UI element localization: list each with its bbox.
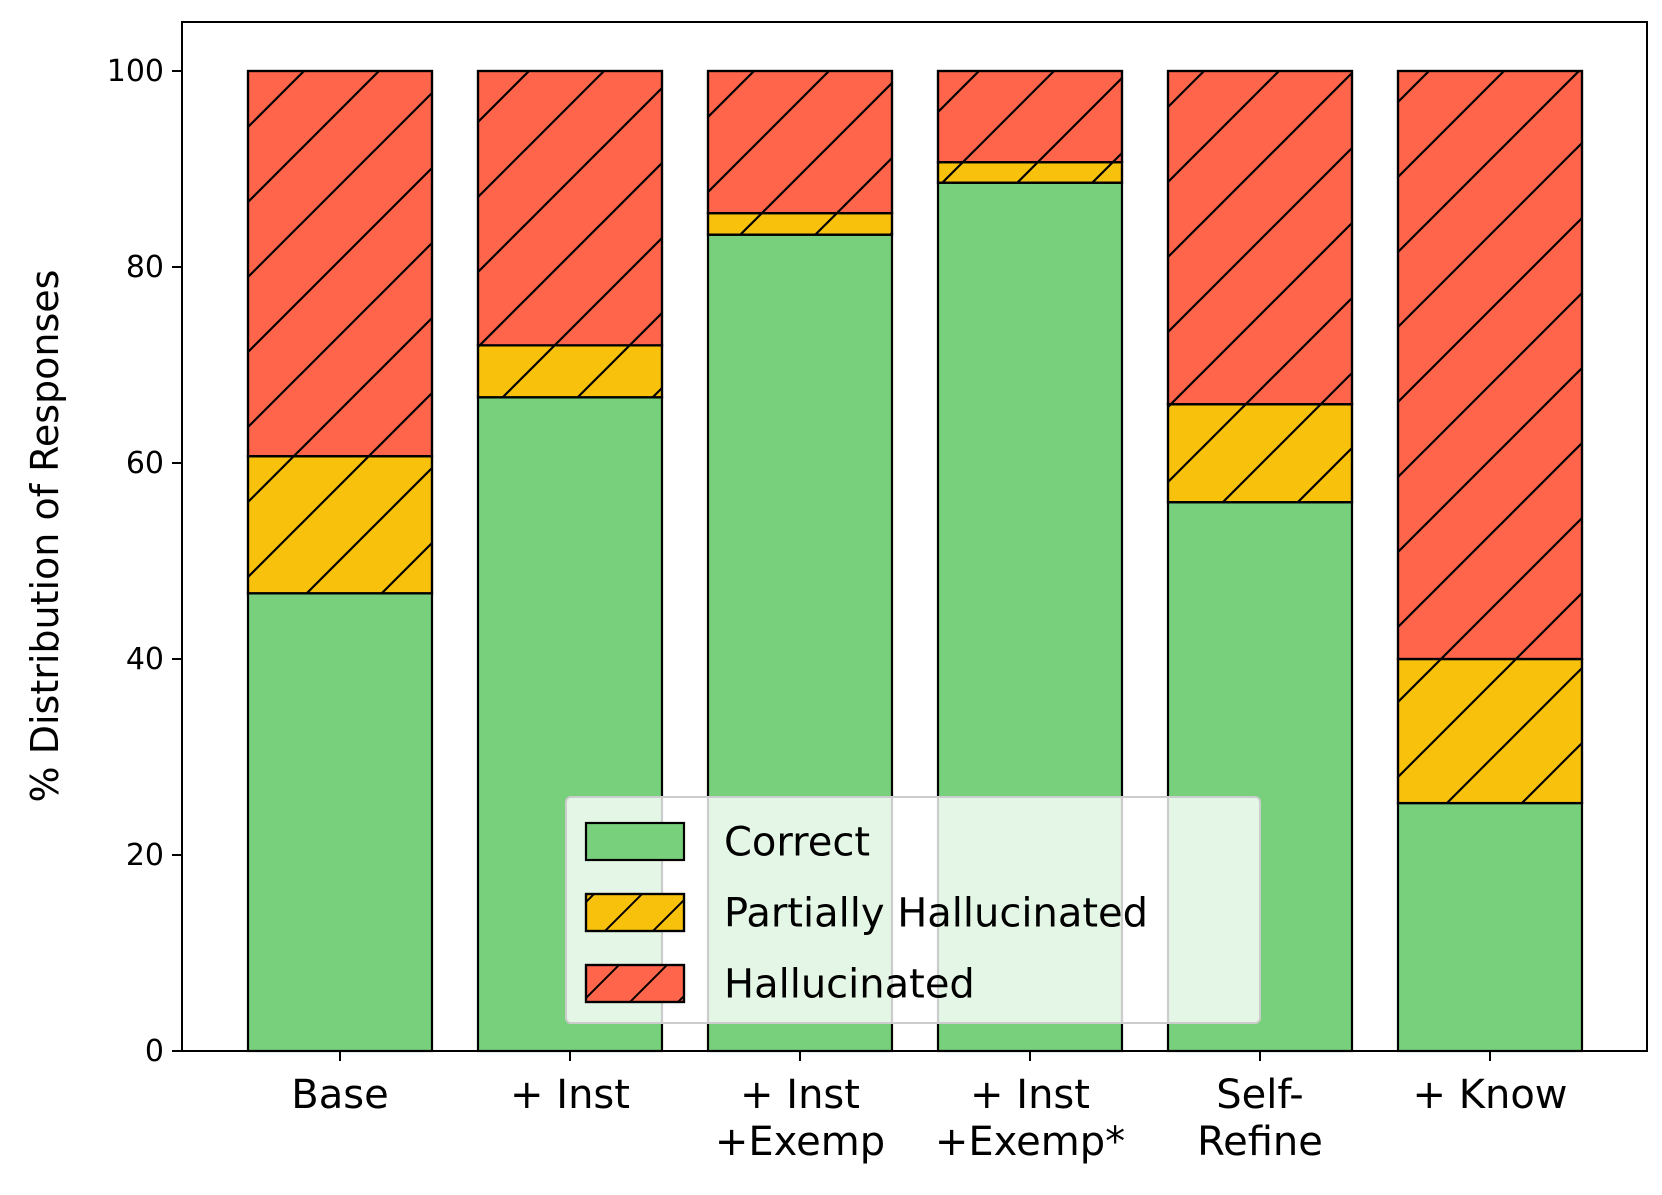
x-tick-label: + Inst — [510, 1072, 630, 1118]
bar-self-refine-hallucinated-outline — [1166, 69, 1354, 406]
bar-inst-exemp-hallucinated-outline — [936, 69, 1124, 164]
bar-base-hallucinated-outline — [246, 69, 434, 458]
bar-know-hallucinated-hatch — [1398, 71, 1582, 659]
y-axis-label: % Distribution of Responses — [23, 270, 67, 803]
bar-inst-partially-hallucinated-hatch — [478, 345, 662, 398]
bar-know-hallucinated-outline — [1396, 69, 1584, 661]
y-tick-label: 20 — [126, 838, 164, 873]
legend-hallucinated-label: Hallucinated — [724, 962, 975, 1008]
legend: Correct Partially Hallucinated Hallucinate… — [565, 796, 1261, 1024]
legend-hallucinated-swatch-hatch — [584, 963, 686, 1004]
legend-correct-swatch — [584, 821, 686, 862]
x-tick-label: + Inst +Exemp — [715, 1072, 885, 1165]
legend-partially-hallucinated-swatch-hatch — [584, 892, 686, 933]
x-tick-label: + Know — [1413, 1072, 1568, 1118]
bar-base-hallucinated-hatch — [248, 71, 432, 457]
legend-box — [565, 796, 1261, 1024]
y-tick-label: 60 — [126, 446, 164, 481]
bar-know-correct — [1396, 801, 1584, 1053]
bar-base-partially-hallucinated-hatch — [248, 456, 432, 594]
x-tick-label: Base — [291, 1072, 388, 1118]
bar-inst-exemp-partially-hallucinated-hatch — [938, 162, 1122, 183]
bar-self-refine-partially-hallucinated-hatch — [1168, 404, 1352, 503]
bar-self-refine-hallucinated-hatch — [1168, 71, 1352, 405]
plot-frame — [181, 21, 1648, 1052]
y-tick-label: 80 — [126, 250, 164, 285]
bar-inst-exemp-hallucinated-hatch — [938, 71, 1122, 163]
bar-inst-hallucinated-hatch — [478, 71, 662, 346]
y-tick-label: 0 — [145, 1034, 164, 1069]
legend-partially-hallucinated-label: Partially Hallucinated — [724, 891, 1148, 937]
bar-inst-hallucinated-outline — [476, 69, 664, 347]
legend-correct-label: Correct — [724, 820, 870, 866]
x-tick-label: + Inst +Exemp* — [935, 1072, 1125, 1165]
bar-base-correct — [246, 592, 434, 1053]
bar-inst-exemp-hallucinated-outline — [706, 69, 894, 215]
y-tick-label: 40 — [126, 642, 164, 677]
x-axis: Base + Inst + Inst +Exemp + Inst +Exemp* Self-… — [291, 1051, 1568, 1165]
bar-inst-exemp-partially-hallucinated-hatch — [708, 213, 892, 235]
x-tick-label: Self-Refine — [1197, 1072, 1323, 1165]
bar-know-partially-hallucinated-hatch — [1398, 659, 1582, 804]
y-tick-label: 100 — [107, 54, 164, 89]
bar-inst-exemp-hallucinated-hatch — [708, 71, 892, 214]
y-axis: 0 20 40 60 80 100 — [107, 54, 182, 1069]
